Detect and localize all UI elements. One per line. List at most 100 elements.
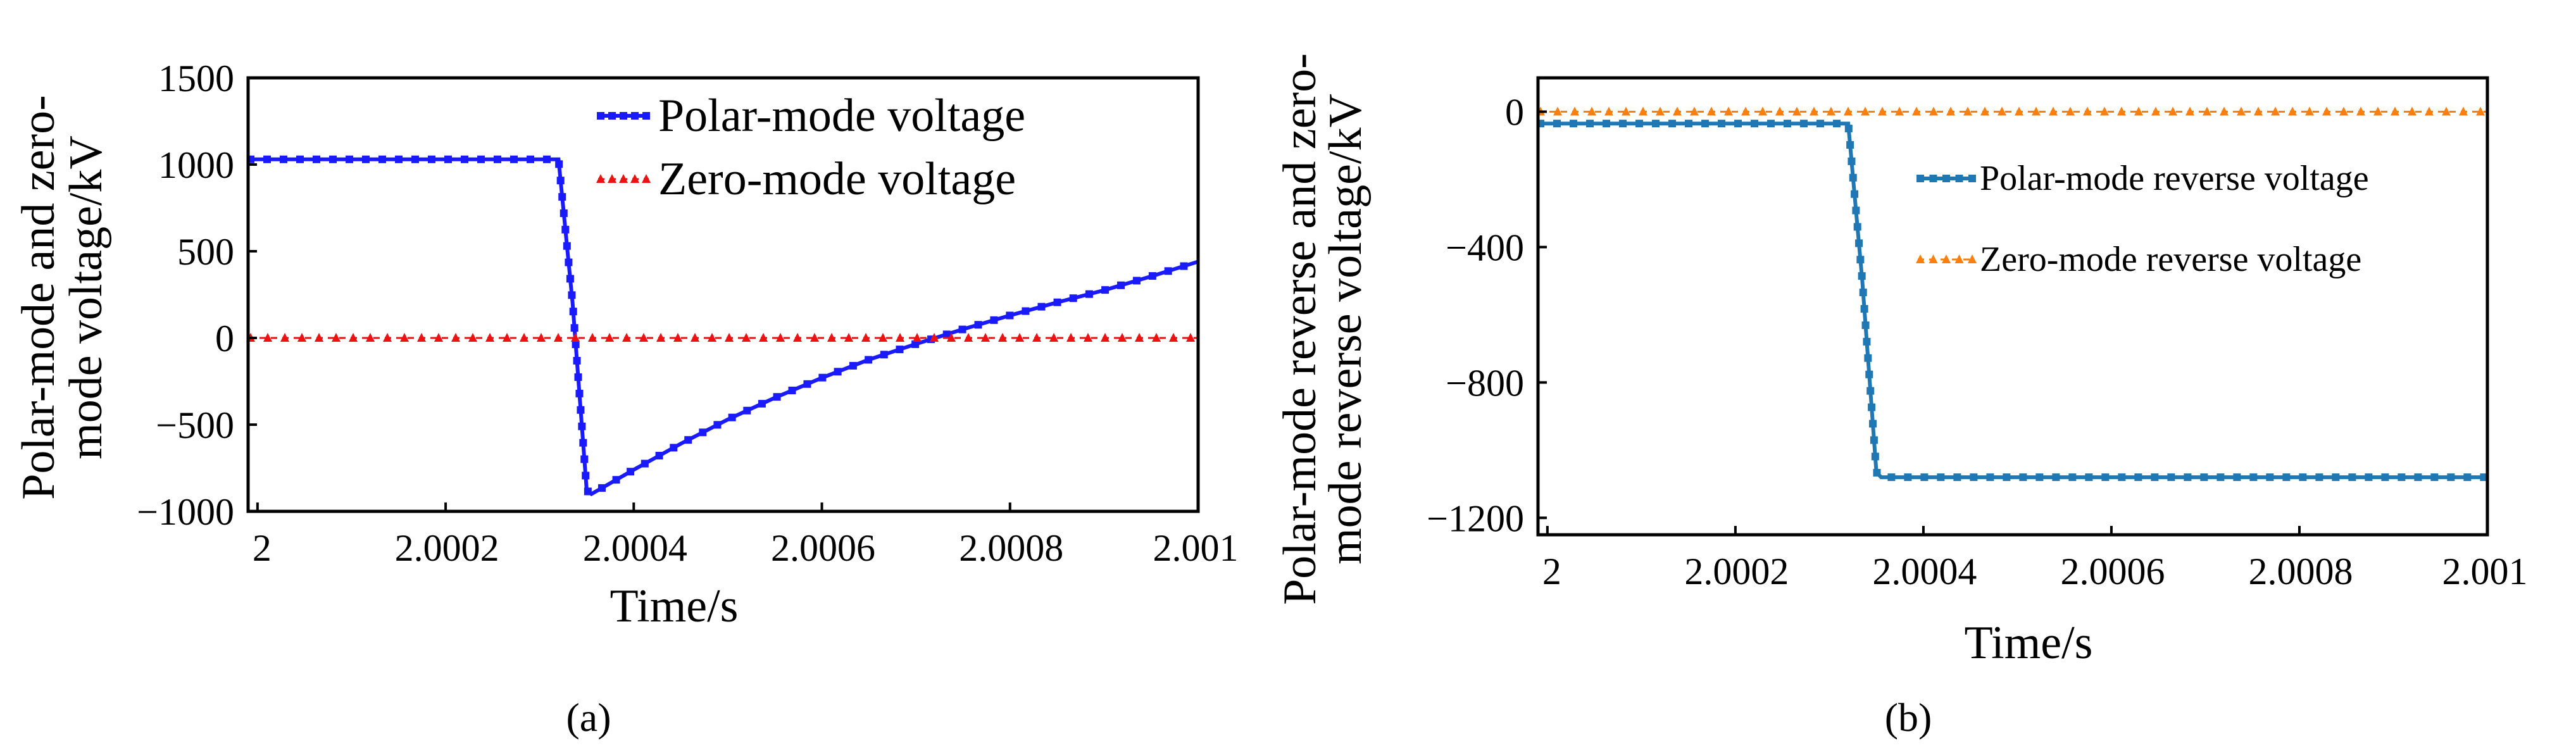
panel-b-series-polar-marker bbox=[1784, 120, 1791, 128]
panel-b-series-zero-marker bbox=[2391, 106, 2399, 116]
panel-a-series-zero-marker bbox=[1135, 333, 1144, 342]
panel-b-series-zero-marker bbox=[1878, 106, 1887, 116]
panel-b-series-polar-marker bbox=[1868, 403, 1876, 411]
panel-a-legend-polar-marker bbox=[631, 112, 639, 120]
panel-a-series-zero-marker bbox=[1152, 333, 1161, 342]
panel-a-series-zero-marker bbox=[366, 333, 375, 342]
panel-b-series-zero-marker bbox=[1724, 106, 1733, 116]
panel-a-series-polar-marker bbox=[990, 316, 998, 324]
panel-b-ylabel-line1: Polar-mode reverse and zero- bbox=[1274, 53, 1326, 605]
panel-b-series-polar-marker bbox=[1860, 304, 1868, 313]
panel-a-series-polar-marker bbox=[578, 422, 586, 430]
panel-a-legend-zero-marker bbox=[630, 174, 639, 183]
panel-b-series-zero-marker bbox=[1775, 106, 1784, 116]
panel-a-ytick-label: −1000 bbox=[137, 491, 234, 533]
panel-b-series-zero-marker bbox=[2117, 106, 2126, 116]
panel-a-series-polar-marker bbox=[1053, 298, 1061, 306]
panel-b-series-polar-marker bbox=[2299, 473, 2307, 482]
panel-a-series-polar-marker bbox=[494, 155, 501, 163]
panel-a-series-polar-marker bbox=[743, 406, 751, 415]
panel-a-ylabel-line1: Polar-mode and zero- bbox=[13, 95, 65, 500]
panel-a-legend-zero-label: Zero-mode voltage bbox=[658, 153, 1016, 205]
panel-a-series-polar-marker bbox=[568, 291, 576, 299]
panel-b-series-polar-marker bbox=[2398, 473, 2406, 482]
panel-b-series-polar-marker bbox=[1816, 120, 1824, 128]
panel-b-series-polar-marker bbox=[1603, 120, 1610, 128]
panel-a-series-polar-marker bbox=[574, 373, 582, 381]
panel-b-series-polar-marker bbox=[1904, 473, 1912, 482]
panel-b-series-zero-marker bbox=[2168, 106, 2177, 116]
panel-b-series-polar-marker bbox=[1718, 120, 1725, 128]
panel-a-xlabel: Time/s bbox=[610, 580, 739, 632]
panel-a-series-zero-marker bbox=[537, 333, 546, 342]
panel-b-series-polar-marker bbox=[2216, 473, 2225, 482]
panel-a-series-zero-marker bbox=[998, 333, 1007, 342]
panel-b-series-zero-marker bbox=[2203, 106, 2211, 116]
panel-a-series-zero-marker bbox=[708, 333, 716, 342]
panel-b-series-zero-marker bbox=[1639, 106, 1648, 116]
panel-b-xtick-label: 2.0006 bbox=[2060, 551, 2165, 592]
panel-b-series-zero-marker bbox=[2083, 106, 2092, 116]
panel-b-xtick-label: 2.0008 bbox=[2248, 551, 2353, 592]
panel-a-series-polar-marker bbox=[834, 368, 842, 376]
panel-a-series-polar-marker bbox=[555, 160, 563, 168]
panel-a-series-zero-marker bbox=[776, 333, 785, 342]
panel-a-series-zero-marker bbox=[725, 333, 734, 342]
panel-a-series-zero bbox=[246, 333, 1198, 342]
panel-b-series-polar-marker bbox=[2381, 473, 2389, 482]
panel-b-series-polar-marker bbox=[2249, 473, 2258, 482]
panel-b-series-polar-marker bbox=[2315, 473, 2323, 482]
panel-a-series-polar-marker bbox=[758, 399, 766, 408]
panel-a-series-polar-marker bbox=[566, 275, 574, 283]
panel-a-series-polar-marker bbox=[1069, 294, 1077, 303]
panel-a-series-zero-marker bbox=[503, 333, 511, 342]
panel-a-series-zero-marker bbox=[1118, 333, 1127, 342]
panel-b-series-polar-marker bbox=[2052, 473, 2060, 482]
panel-b-series-zero-marker bbox=[1707, 106, 1716, 116]
panel-a-series-zero-marker bbox=[930, 333, 939, 342]
panel-a-ytick-label: −500 bbox=[156, 404, 234, 446]
panel-b-series-zero bbox=[1536, 106, 2487, 116]
panel-b-series-polar-marker bbox=[1869, 420, 1877, 428]
panel-b-series-polar-marker bbox=[2184, 473, 2192, 482]
panel-b-series-zero-marker bbox=[1673, 106, 1682, 116]
panel-b-series-polar bbox=[1537, 120, 2488, 482]
panel-b-series-polar-marker bbox=[1873, 468, 1881, 477]
panel-a-series-zero-marker bbox=[1186, 333, 1195, 342]
panel-a-caption: (a) bbox=[566, 695, 611, 740]
panel-b-series-polar-marker bbox=[2365, 473, 2373, 482]
panel-a-series-polar-marker bbox=[1164, 267, 1172, 275]
panel-b-series-zero-marker bbox=[2408, 106, 2417, 116]
panel-b-series-zero-marker bbox=[2459, 106, 2468, 116]
panel-a-series-zero-marker bbox=[913, 333, 922, 342]
panel-a-series-polar-marker bbox=[569, 308, 577, 316]
panel-a-series-polar-marker bbox=[527, 155, 534, 163]
panel-b-series-polar-marker bbox=[1635, 120, 1643, 128]
panel-b-series-polar-marker bbox=[1859, 289, 1867, 297]
panel-b-series-zero-marker bbox=[1844, 106, 1853, 116]
panel-a-series-zero-marker bbox=[451, 333, 460, 342]
panel-a-series-polar-marker bbox=[1116, 281, 1125, 289]
panel-b-series-zero-marker bbox=[1570, 106, 1579, 116]
panel-b-series-polar-marker bbox=[2019, 473, 2027, 482]
panel-a-series-polar-marker bbox=[612, 476, 620, 484]
panel-b-series-zero-marker bbox=[2476, 106, 2485, 116]
panel-a-series-polar-marker bbox=[570, 324, 578, 332]
panel-b-series-zero-marker bbox=[1587, 106, 1596, 116]
panel-b-series-zero-marker bbox=[2356, 106, 2365, 116]
panel-a-series-polar-marker bbox=[313, 155, 320, 163]
panel-b-series-polar-marker bbox=[1853, 223, 1861, 231]
panel-b-series-polar-marker bbox=[1570, 120, 1577, 128]
panel-b-series-polar-marker bbox=[1586, 120, 1594, 128]
panel-a-series-polar-marker bbox=[461, 155, 468, 163]
panel-a-series-zero-marker bbox=[349, 333, 358, 342]
panel-a-series-zero-marker bbox=[383, 333, 392, 342]
panel-b-series-zero-marker bbox=[2032, 106, 2041, 116]
panel-b-legend-polar-marker bbox=[1942, 175, 1950, 182]
panel-a-series-polar-marker bbox=[573, 357, 581, 365]
panel-b-series-polar-marker bbox=[1856, 256, 1865, 264]
panel-a-xtick-label: 2.0006 bbox=[771, 527, 875, 569]
panel-b-series-polar-marker bbox=[1852, 206, 1860, 215]
panel-b-series-zero-marker bbox=[2425, 106, 2434, 116]
